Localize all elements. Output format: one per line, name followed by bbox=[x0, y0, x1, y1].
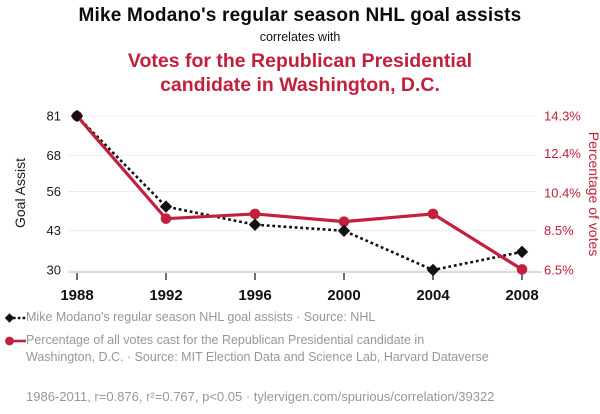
right-axis-tick-label: 8.5% bbox=[544, 223, 574, 238]
votes-data-point bbox=[427, 208, 439, 220]
right-axis-tick-label: 6.5% bbox=[544, 263, 574, 278]
dual-axis-line-chart: 1988 1992 1996 2000 2004 2008 81 68 56 43 30 14.3% 1… bbox=[12, 109, 600, 305]
x-tick-label: 2000 bbox=[327, 287, 360, 304]
left-axis-tick-label: 81 bbox=[47, 109, 61, 124]
votes-data-point bbox=[249, 208, 261, 220]
page-title: Mike Modano's regular season NHL goal as… bbox=[78, 5, 522, 26]
stats-footer: 1986-2011, r=0.876, r²=0.767, p<0.05 · t… bbox=[26, 389, 495, 404]
votes-data-point bbox=[516, 264, 528, 275]
goal-assists-data-point bbox=[159, 200, 173, 213]
right-axis-tick-label: 12.4% bbox=[544, 146, 581, 161]
left-axis-tick-label: 43 bbox=[47, 223, 61, 238]
votes-data-point bbox=[338, 216, 350, 227]
right-axis-tick-label: 14.3% bbox=[544, 109, 581, 124]
goal-assists-data-point bbox=[337, 224, 351, 237]
left-axis-tick-label: 68 bbox=[47, 148, 61, 163]
legend-item-votes: Percentage of all votes cast for the Rep… bbox=[4, 332, 579, 366]
left-axis-tick-label: 30 bbox=[47, 263, 61, 278]
goal-assists-data-point bbox=[248, 218, 262, 231]
votes-data-point bbox=[160, 213, 172, 224]
subtitle-line-2: candidate in Washington, D.C. bbox=[160, 74, 440, 96]
subtitle: Votes for the Republican Presidential ca… bbox=[0, 49, 600, 97]
x-tick-label: 1996 bbox=[238, 287, 271, 304]
goal-assists-data-point bbox=[426, 263, 440, 277]
red-circle-solid-line-icon bbox=[5, 336, 26, 346]
x-tick-label: 1988 bbox=[60, 287, 93, 304]
votes-line bbox=[75, 114, 523, 271]
legend-item-goal-assists: Mike Modano's regular season NHL goal as… bbox=[4, 309, 579, 326]
goal-assists-data-point bbox=[515, 245, 529, 259]
x-tick-label: 2008 bbox=[505, 287, 538, 304]
left-axis-title: Goal Assist bbox=[12, 158, 28, 228]
goal-assists-data-point bbox=[70, 109, 84, 123]
x-tick-label: 1992 bbox=[149, 287, 182, 304]
correlates-with-text: correlates with bbox=[259, 30, 341, 44]
black-diamond-dashed-line-icon bbox=[4, 313, 26, 323]
subtitle-line-1: Votes for the Republican Presidential bbox=[127, 50, 473, 72]
right-axis-tick-label: 10.4% bbox=[544, 186, 581, 201]
right-axis-title: Percentage of votes bbox=[586, 132, 600, 257]
legend: Mike Modano's regular season NHL goal as… bbox=[4, 309, 579, 372]
legend-label-votes: Percentage of all votes cast for the Rep… bbox=[26, 333, 489, 364]
left-axis-tick-label: 56 bbox=[47, 184, 61, 199]
legend-label-goal-assists: Mike Modano's regular season NHL goal as… bbox=[26, 310, 376, 324]
x-tick-label: 2004 bbox=[416, 287, 450, 304]
